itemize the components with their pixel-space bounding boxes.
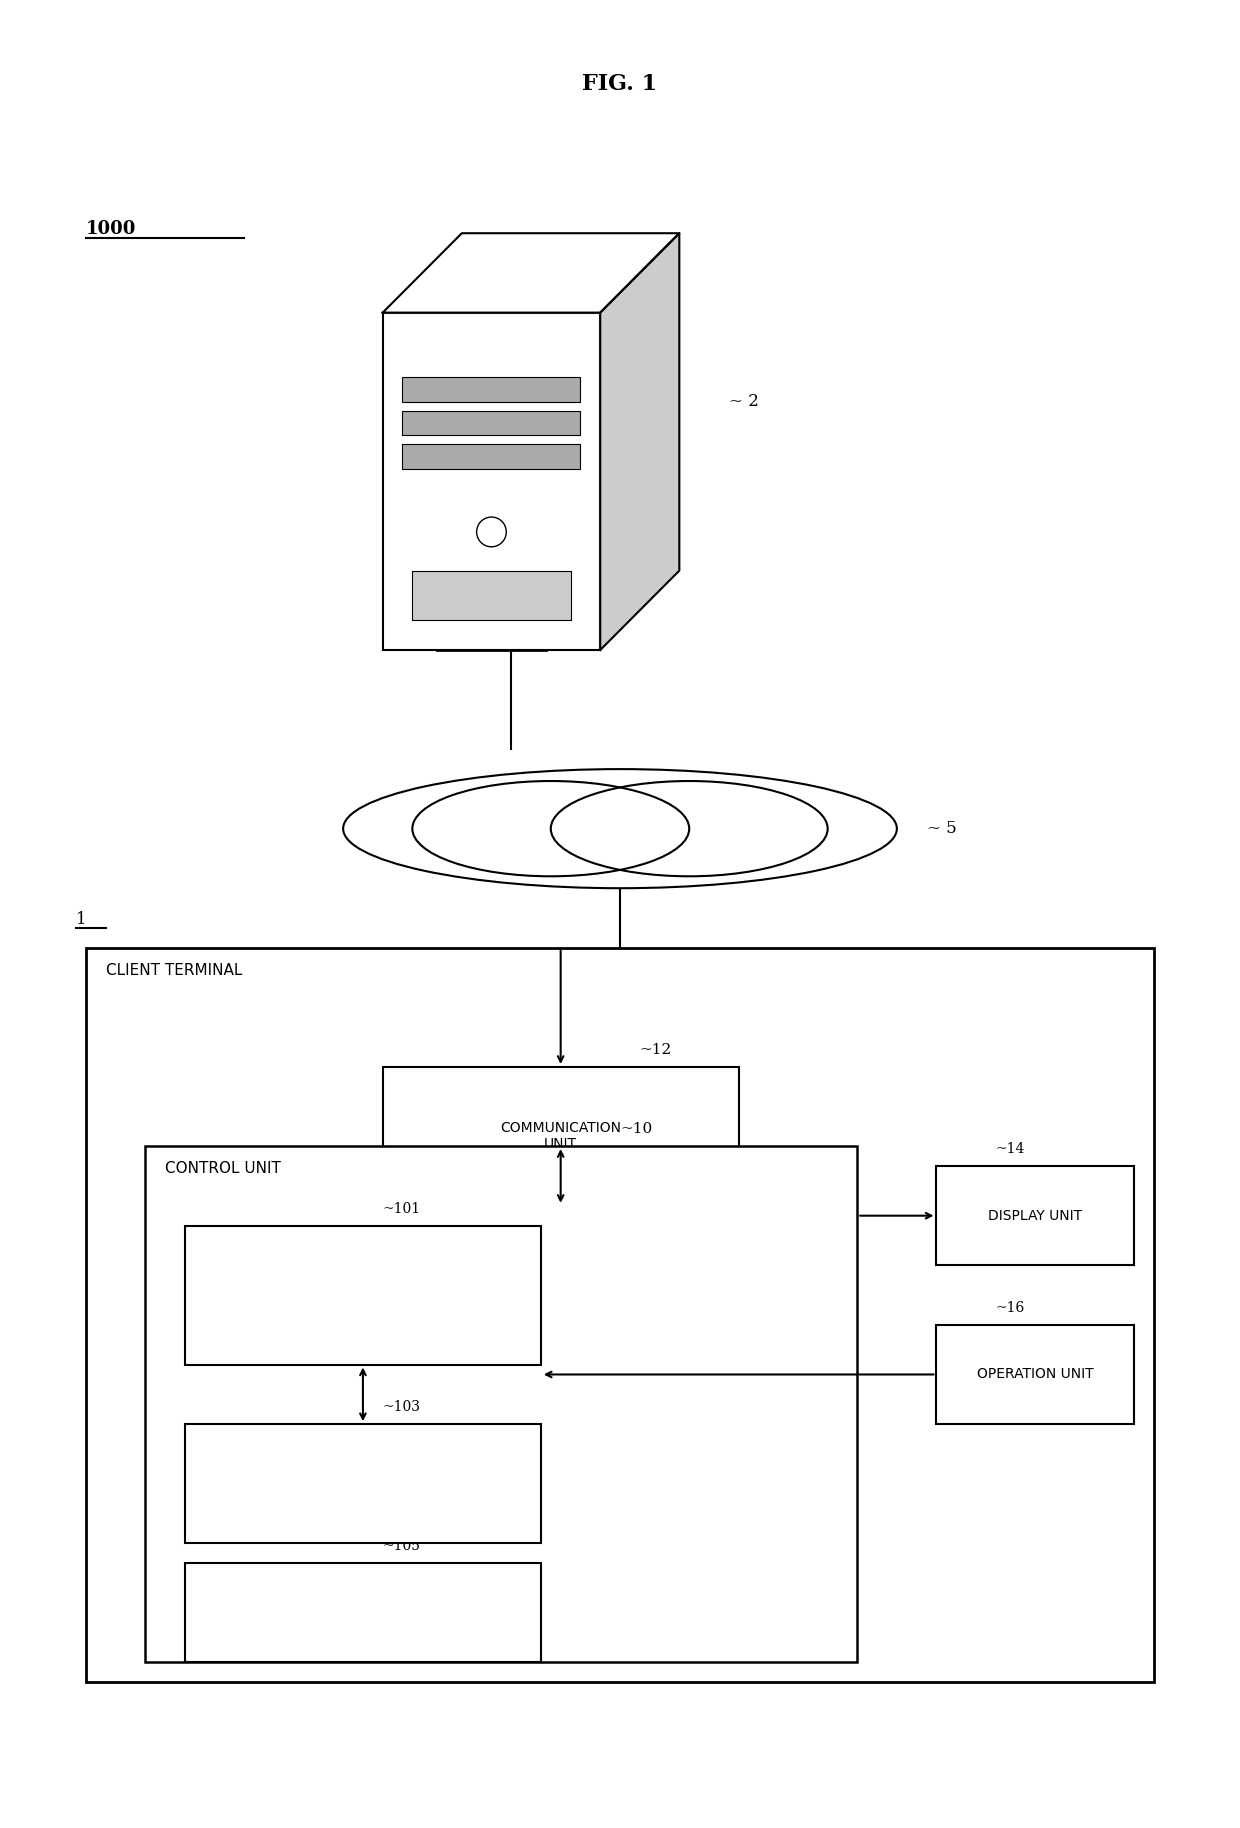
Polygon shape — [600, 234, 680, 651]
Text: ~101: ~101 — [383, 1201, 420, 1216]
Text: ~ 2: ~ 2 — [729, 393, 759, 411]
Text: CLIENT TERMINAL: CLIENT TERMINAL — [105, 963, 242, 978]
Text: 1: 1 — [76, 910, 87, 929]
Text: ~103: ~103 — [383, 1400, 420, 1415]
Text: ~12: ~12 — [640, 1044, 672, 1057]
Text: CONTROL UNIT: CONTROL UNIT — [165, 1161, 281, 1175]
Bar — [383, 1068, 739, 1206]
Text: ~105: ~105 — [383, 1539, 420, 1554]
Text: ~14: ~14 — [996, 1142, 1025, 1155]
Bar — [936, 1166, 1135, 1265]
Text: COMMUNICATION
CONTROL UNIT: COMMUNICATION CONTROL UNIT — [305, 1281, 420, 1309]
Circle shape — [476, 517, 506, 547]
Text: LABEL CONTROL
UNIT: LABEL CONTROL UNIT — [308, 1600, 418, 1627]
Bar — [86, 947, 1154, 1682]
Bar — [185, 1563, 541, 1662]
Bar — [403, 411, 580, 435]
Text: ~ 5: ~ 5 — [926, 821, 956, 837]
Text: DISPLAY CONTROL
UNIT: DISPLAY CONTROL UNIT — [301, 1470, 424, 1497]
Bar — [185, 1225, 541, 1364]
Bar — [403, 444, 580, 470]
Text: ~16: ~16 — [996, 1302, 1025, 1314]
Text: FIG. 1: FIG. 1 — [583, 73, 657, 95]
Text: OPERATION UNIT: OPERATION UNIT — [977, 1367, 1094, 1382]
Bar — [936, 1325, 1135, 1424]
Polygon shape — [383, 234, 680, 313]
Bar — [383, 313, 600, 651]
Bar — [403, 377, 580, 402]
Bar — [145, 1146, 857, 1662]
Text: ~10: ~10 — [620, 1122, 652, 1137]
Text: COMMUNICATION
UNIT: COMMUNICATION UNIT — [500, 1121, 621, 1152]
Text: DISPLAY UNIT: DISPLAY UNIT — [988, 1208, 1083, 1223]
Bar — [185, 1424, 541, 1543]
Bar — [413, 570, 570, 620]
Ellipse shape — [343, 770, 897, 888]
Text: 1000: 1000 — [86, 219, 136, 238]
